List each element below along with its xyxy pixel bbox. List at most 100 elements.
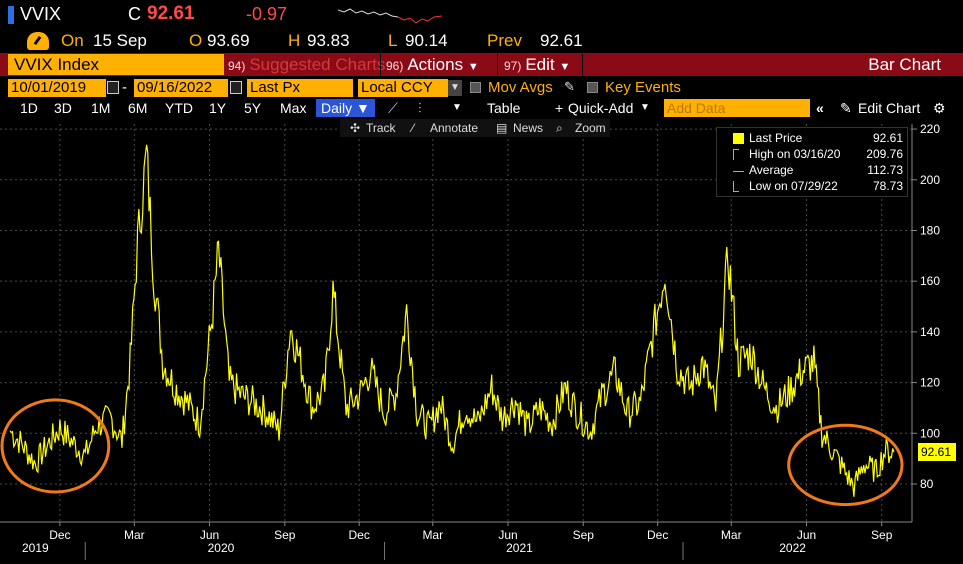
chevron-down-icon: ▼ bbox=[467, 61, 479, 73]
low-label: L bbox=[388, 31, 398, 50]
news-icon: ▤ bbox=[496, 121, 507, 135]
start-date-input[interactable]: 10/01/2019 bbox=[8, 79, 106, 97]
x-tick-label: Dec bbox=[49, 528, 70, 542]
track-icon: ✣ bbox=[350, 121, 360, 135]
legend-label: High on 03/16/20 bbox=[749, 147, 841, 161]
legend-label: Last Price bbox=[749, 131, 803, 145]
plus-icon[interactable]: + bbox=[555, 100, 564, 116]
chevron-down-icon[interactable]: ▼ bbox=[448, 80, 462, 96]
period-max[interactable]: Max bbox=[280, 100, 307, 116]
year-label: 2022 bbox=[779, 541, 806, 555]
key-events-checkbox[interactable] bbox=[587, 82, 598, 93]
pencil-icon[interactable]: ✎ bbox=[564, 79, 575, 94]
legend-label: Average bbox=[749, 163, 794, 177]
x-tick-label: Dec bbox=[647, 528, 668, 542]
open-label: O bbox=[189, 31, 203, 50]
x-tick-label: Dec bbox=[349, 528, 370, 542]
legend-label: Low on 07/29/22 bbox=[749, 179, 838, 193]
security-field[interactable]: VVIX Index bbox=[8, 54, 224, 75]
collapse-icon[interactable]: « bbox=[816, 100, 824, 116]
gauge-icon[interactable] bbox=[27, 32, 49, 50]
period-3d[interactable]: 3D bbox=[54, 100, 72, 116]
quick-add-button[interactable]: Quick-Add bbox=[568, 100, 634, 116]
gear-icon[interactable]: ⚙ bbox=[933, 100, 946, 116]
frequency-select[interactable]: Daily ▼ bbox=[316, 99, 375, 117]
high-label: H bbox=[288, 31, 301, 50]
legend-average: Average 112.73 bbox=[721, 163, 905, 179]
actions-number: 96) bbox=[386, 59, 404, 73]
y-tick-label: 100 bbox=[920, 426, 940, 440]
ticker-marker bbox=[8, 6, 14, 24]
low-marker-icon bbox=[733, 181, 739, 192]
chart-legend: Last Price 92.61 High on 03/16/20 209.76… bbox=[716, 127, 908, 197]
currency-select[interactable]: Local CCY bbox=[358, 79, 448, 97]
x-tick-label: Jun bbox=[200, 528, 219, 542]
y-tick-label: 180 bbox=[920, 223, 940, 237]
y-tick-label: 160 bbox=[920, 274, 940, 288]
y-tick-label: 120 bbox=[920, 376, 940, 390]
zoom-tool[interactable]: Zoom bbox=[575, 121, 606, 135]
key-events-label[interactable]: Key Events bbox=[605, 79, 681, 96]
period-1m[interactable]: 1M bbox=[91, 100, 111, 116]
period-1d[interactable]: 1D bbox=[20, 100, 38, 116]
on-label: On bbox=[61, 31, 84, 50]
mov-avgs-label[interactable]: Mov Avgs bbox=[488, 79, 553, 96]
legend-high: High on 03/16/20 209.76 bbox=[721, 147, 905, 163]
year-label: 2021 bbox=[506, 541, 533, 555]
period-1y[interactable]: 1Y bbox=[209, 100, 227, 116]
suggested-charts-menu[interactable]: 94) Suggested Charts bbox=[228, 55, 385, 75]
chevron-down-icon[interactable]: ▼ bbox=[640, 102, 650, 113]
chart-tools-bg bbox=[340, 119, 610, 137]
year-label: 2020 bbox=[208, 541, 235, 555]
actions-menu[interactable]: 96) Actions ▼ bbox=[386, 55, 479, 75]
track-tool[interactable]: Track bbox=[366, 121, 397, 135]
add-data-input[interactable]: Add Data bbox=[664, 99, 810, 117]
period-ytd[interactable]: YTD bbox=[165, 100, 193, 116]
annotate-tool[interactable]: Annotate bbox=[430, 121, 478, 135]
intraday-sparkline bbox=[338, 8, 442, 24]
legend-value: 112.73 bbox=[867, 163, 903, 177]
x-tick-label: Sep bbox=[871, 528, 893, 542]
quote-date: 15 Sep bbox=[93, 31, 147, 50]
legend-value: 78.73 bbox=[872, 179, 903, 193]
suggested-charts-label: Suggested Charts bbox=[249, 55, 386, 74]
edit-chart-button[interactable]: Edit Chart bbox=[858, 100, 921, 116]
actions-label: Actions bbox=[407, 55, 464, 74]
period-6m[interactable]: 6M bbox=[128, 100, 148, 116]
price-line bbox=[9, 144, 895, 497]
pencil-icon[interactable]: ✎ bbox=[840, 100, 852, 116]
period-5y[interactable]: 5Y bbox=[244, 100, 262, 116]
prev-label: Prev bbox=[487, 31, 522, 50]
table-button[interactable]: Table bbox=[487, 100, 521, 116]
line-chart-icon[interactable]: ⟋ bbox=[388, 100, 398, 116]
x-tick-label: Sep bbox=[573, 528, 595, 542]
x-tick-label: Sep bbox=[274, 528, 296, 542]
chevron-down-icon: ▼ bbox=[356, 100, 370, 116]
y-tick-label: 220 bbox=[920, 122, 940, 136]
last-price: 92.61 bbox=[147, 3, 195, 24]
edit-menu[interactable]: 97) Edit ▼ bbox=[504, 55, 570, 75]
annotate-icon: ⁄ bbox=[409, 121, 416, 135]
legend-swatch bbox=[733, 133, 744, 144]
edit-label: Edit bbox=[525, 55, 555, 74]
calendar-icon[interactable] bbox=[230, 81, 242, 94]
mov-avgs-checkbox[interactable] bbox=[470, 82, 481, 93]
open-value: 93.69 bbox=[207, 31, 250, 50]
highlight-ellipse bbox=[0, 398, 111, 494]
low-value: 90.14 bbox=[405, 31, 448, 50]
end-date-input[interactable]: 09/16/2022 bbox=[134, 79, 228, 97]
command-bar bbox=[0, 53, 963, 76]
price-change: -0.97 bbox=[246, 4, 288, 24]
legend-low: Low on 07/29/22 78.73 bbox=[721, 179, 905, 195]
suggested-charts-number: 94) bbox=[228, 59, 246, 73]
calendar-icon[interactable] bbox=[107, 81, 119, 94]
frequency-label: Daily bbox=[321, 100, 353, 116]
x-axis: Dec Mar Jun Sep Dec Mar Jun Sep Dec Mar Jun Sep 2019… bbox=[0, 521, 912, 560]
bar-chart-icon[interactable]: ⫶ bbox=[418, 100, 422, 116]
field-select[interactable]: Last Px bbox=[247, 79, 353, 97]
news-tool[interactable]: News bbox=[513, 121, 543, 135]
chevron-down-icon[interactable]: ▼ bbox=[452, 102, 462, 113]
high-value: 93.83 bbox=[307, 31, 350, 50]
price-chart[interactable]: 80 100 120 140 160 180 200 220 Dec Mar Jun Sep Dec M… bbox=[0, 119, 963, 564]
x-tick-label: Mar bbox=[422, 528, 443, 542]
